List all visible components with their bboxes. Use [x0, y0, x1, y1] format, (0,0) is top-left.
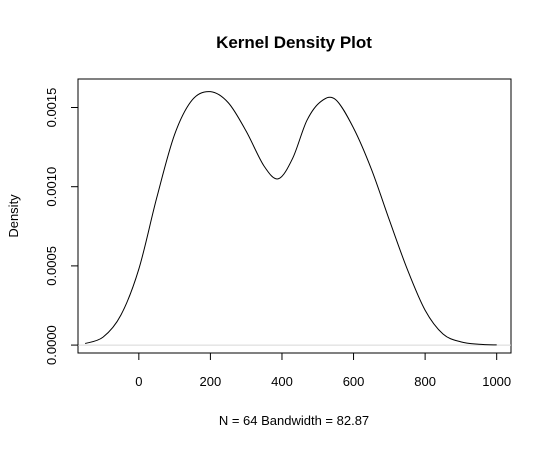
x-tick-label: 0: [135, 374, 142, 389]
y-axis: 0.0000 0.0005 0.0010 0.0015: [44, 88, 79, 365]
y-tick-label: 0.0015: [44, 88, 59, 128]
x-tick-label: 600: [343, 374, 365, 389]
x-tick-label: 400: [271, 374, 293, 389]
x-tick-label: 800: [414, 374, 436, 389]
y-tick-label: 0.0000: [44, 325, 59, 365]
y-tick-label: 0.0005: [44, 246, 59, 286]
x-axis-label: N = 64 Bandwidth = 82.87: [219, 413, 369, 428]
series-layer: [84, 91, 497, 346]
x-tick-label: 200: [200, 374, 222, 389]
y-axis-label: Density: [6, 194, 21, 238]
density-curve: [84, 91, 497, 346]
chart-title: Kernel Density Plot: [216, 33, 372, 52]
x-tick-label: 1000: [482, 374, 511, 389]
x-axis: 0 200 400 600 800 1000: [135, 352, 511, 389]
plot-area-box: [77, 78, 512, 354]
y-tick-label: 0.0010: [44, 167, 59, 207]
